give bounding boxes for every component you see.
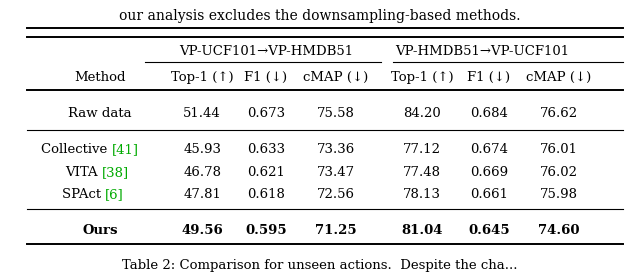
Text: [38]: [38]	[102, 166, 129, 179]
Text: 0.669: 0.669	[470, 166, 508, 179]
Text: 71.25: 71.25	[315, 224, 356, 237]
Text: 0.621: 0.621	[247, 166, 285, 179]
Text: F1 (↓): F1 (↓)	[467, 71, 511, 84]
Text: VP-UCF101→VP-HMDB51: VP-UCF101→VP-HMDB51	[179, 46, 353, 58]
Text: cMAP (↓): cMAP (↓)	[526, 71, 591, 84]
Text: 0.673: 0.673	[247, 108, 285, 120]
Text: 47.81: 47.81	[183, 188, 221, 201]
Text: 73.36: 73.36	[317, 143, 355, 156]
Text: 75.98: 75.98	[540, 188, 578, 201]
Text: 84.20: 84.20	[403, 108, 441, 120]
Text: Top-1 (↑): Top-1 (↑)	[171, 71, 234, 84]
Text: 46.78: 46.78	[183, 166, 221, 179]
Text: 0.684: 0.684	[470, 108, 508, 120]
Text: our analysis excludes the downsampling-based methods.: our analysis excludes the downsampling-b…	[119, 9, 521, 23]
Text: VITA [38]: VITA [38]	[68, 166, 132, 179]
Text: 77.12: 77.12	[403, 143, 441, 156]
Text: Method: Method	[74, 71, 126, 84]
Text: 72.56: 72.56	[317, 188, 355, 201]
Text: SPAct: SPAct	[62, 188, 105, 201]
Text: Top-1 (↑): Top-1 (↑)	[390, 71, 453, 84]
Text: 45.93: 45.93	[183, 143, 221, 156]
Text: 0.595: 0.595	[245, 224, 287, 237]
Text: 76.62: 76.62	[540, 108, 578, 120]
Text: SPAct [6]: SPAct [6]	[69, 188, 131, 201]
Text: 0.618: 0.618	[247, 188, 285, 201]
Text: VP-HMDB51→VP-UCF101: VP-HMDB51→VP-UCF101	[396, 46, 570, 58]
Text: Collective [41]: Collective [41]	[51, 143, 149, 156]
Text: 49.56: 49.56	[181, 224, 223, 237]
Text: 74.60: 74.60	[538, 224, 580, 237]
Text: 0.674: 0.674	[470, 143, 508, 156]
Text: 76.01: 76.01	[540, 143, 578, 156]
Text: 78.13: 78.13	[403, 188, 441, 201]
Text: 76.02: 76.02	[540, 166, 578, 179]
Text: 0.661: 0.661	[470, 188, 508, 201]
Text: 75.58: 75.58	[317, 108, 355, 120]
Text: cMAP (↓): cMAP (↓)	[303, 71, 369, 84]
Text: 77.48: 77.48	[403, 166, 441, 179]
Text: 0.633: 0.633	[247, 143, 285, 156]
Text: Collective: Collective	[42, 143, 112, 156]
Text: [6]: [6]	[105, 188, 124, 201]
Text: Table 2: Comparison for unseen actions.  Despite the cha...: Table 2: Comparison for unseen actions. …	[122, 259, 518, 272]
Text: 81.04: 81.04	[401, 224, 443, 237]
Text: Ours: Ours	[83, 224, 118, 237]
Text: 73.47: 73.47	[317, 166, 355, 179]
Text: 0.645: 0.645	[468, 224, 509, 237]
Text: F1 (↓): F1 (↓)	[244, 71, 287, 84]
Text: 51.44: 51.44	[183, 108, 221, 120]
Text: VITA: VITA	[65, 166, 102, 179]
Text: [41]: [41]	[112, 143, 139, 156]
Text: Raw data: Raw data	[68, 108, 132, 120]
